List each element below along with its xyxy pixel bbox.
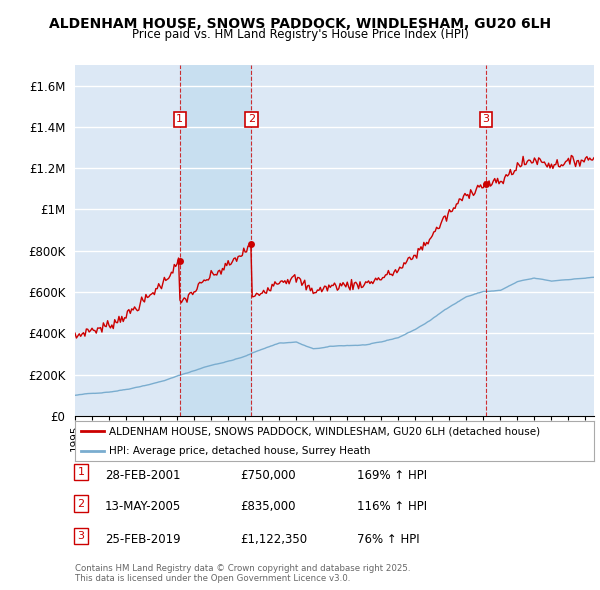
Bar (180, 65, 251, 416)
Text: 169% ↑ HPI: 169% ↑ HPI (357, 469, 427, 482)
Text: 13-MAY-2005: 13-MAY-2005 (105, 500, 181, 513)
Text: 3: 3 (77, 531, 85, 541)
Text: 2: 2 (77, 499, 85, 509)
Text: £750,000: £750,000 (240, 469, 296, 482)
Text: 28-FEB-2001: 28-FEB-2001 (105, 469, 181, 482)
Text: £835,000: £835,000 (240, 500, 296, 513)
Text: HPI: Average price, detached house, Surrey Heath: HPI: Average price, detached house, Surr… (109, 447, 370, 456)
Text: 1: 1 (176, 114, 184, 124)
Text: 3: 3 (482, 114, 490, 124)
Text: ALDENHAM HOUSE, SNOWS PADDOCK, WINDLESHAM, GU20 6LH: ALDENHAM HOUSE, SNOWS PADDOCK, WINDLESHA… (49, 17, 551, 31)
Text: 116% ↑ HPI: 116% ↑ HPI (357, 500, 427, 513)
Text: 2: 2 (248, 114, 255, 124)
Text: 1: 1 (77, 467, 85, 477)
Text: ALDENHAM HOUSE, SNOWS PADDOCK, WINDLESHAM, GU20 6LH (detached house): ALDENHAM HOUSE, SNOWS PADDOCK, WINDLESHA… (109, 427, 540, 436)
Text: 25-FEB-2019: 25-FEB-2019 (105, 533, 181, 546)
Text: £1,122,350: £1,122,350 (240, 533, 307, 546)
Text: Price paid vs. HM Land Registry's House Price Index (HPI): Price paid vs. HM Land Registry's House … (131, 28, 469, 41)
Text: 76% ↑ HPI: 76% ↑ HPI (357, 533, 419, 546)
Text: Contains HM Land Registry data © Crown copyright and database right 2025.
This d: Contains HM Land Registry data © Crown c… (75, 563, 410, 583)
